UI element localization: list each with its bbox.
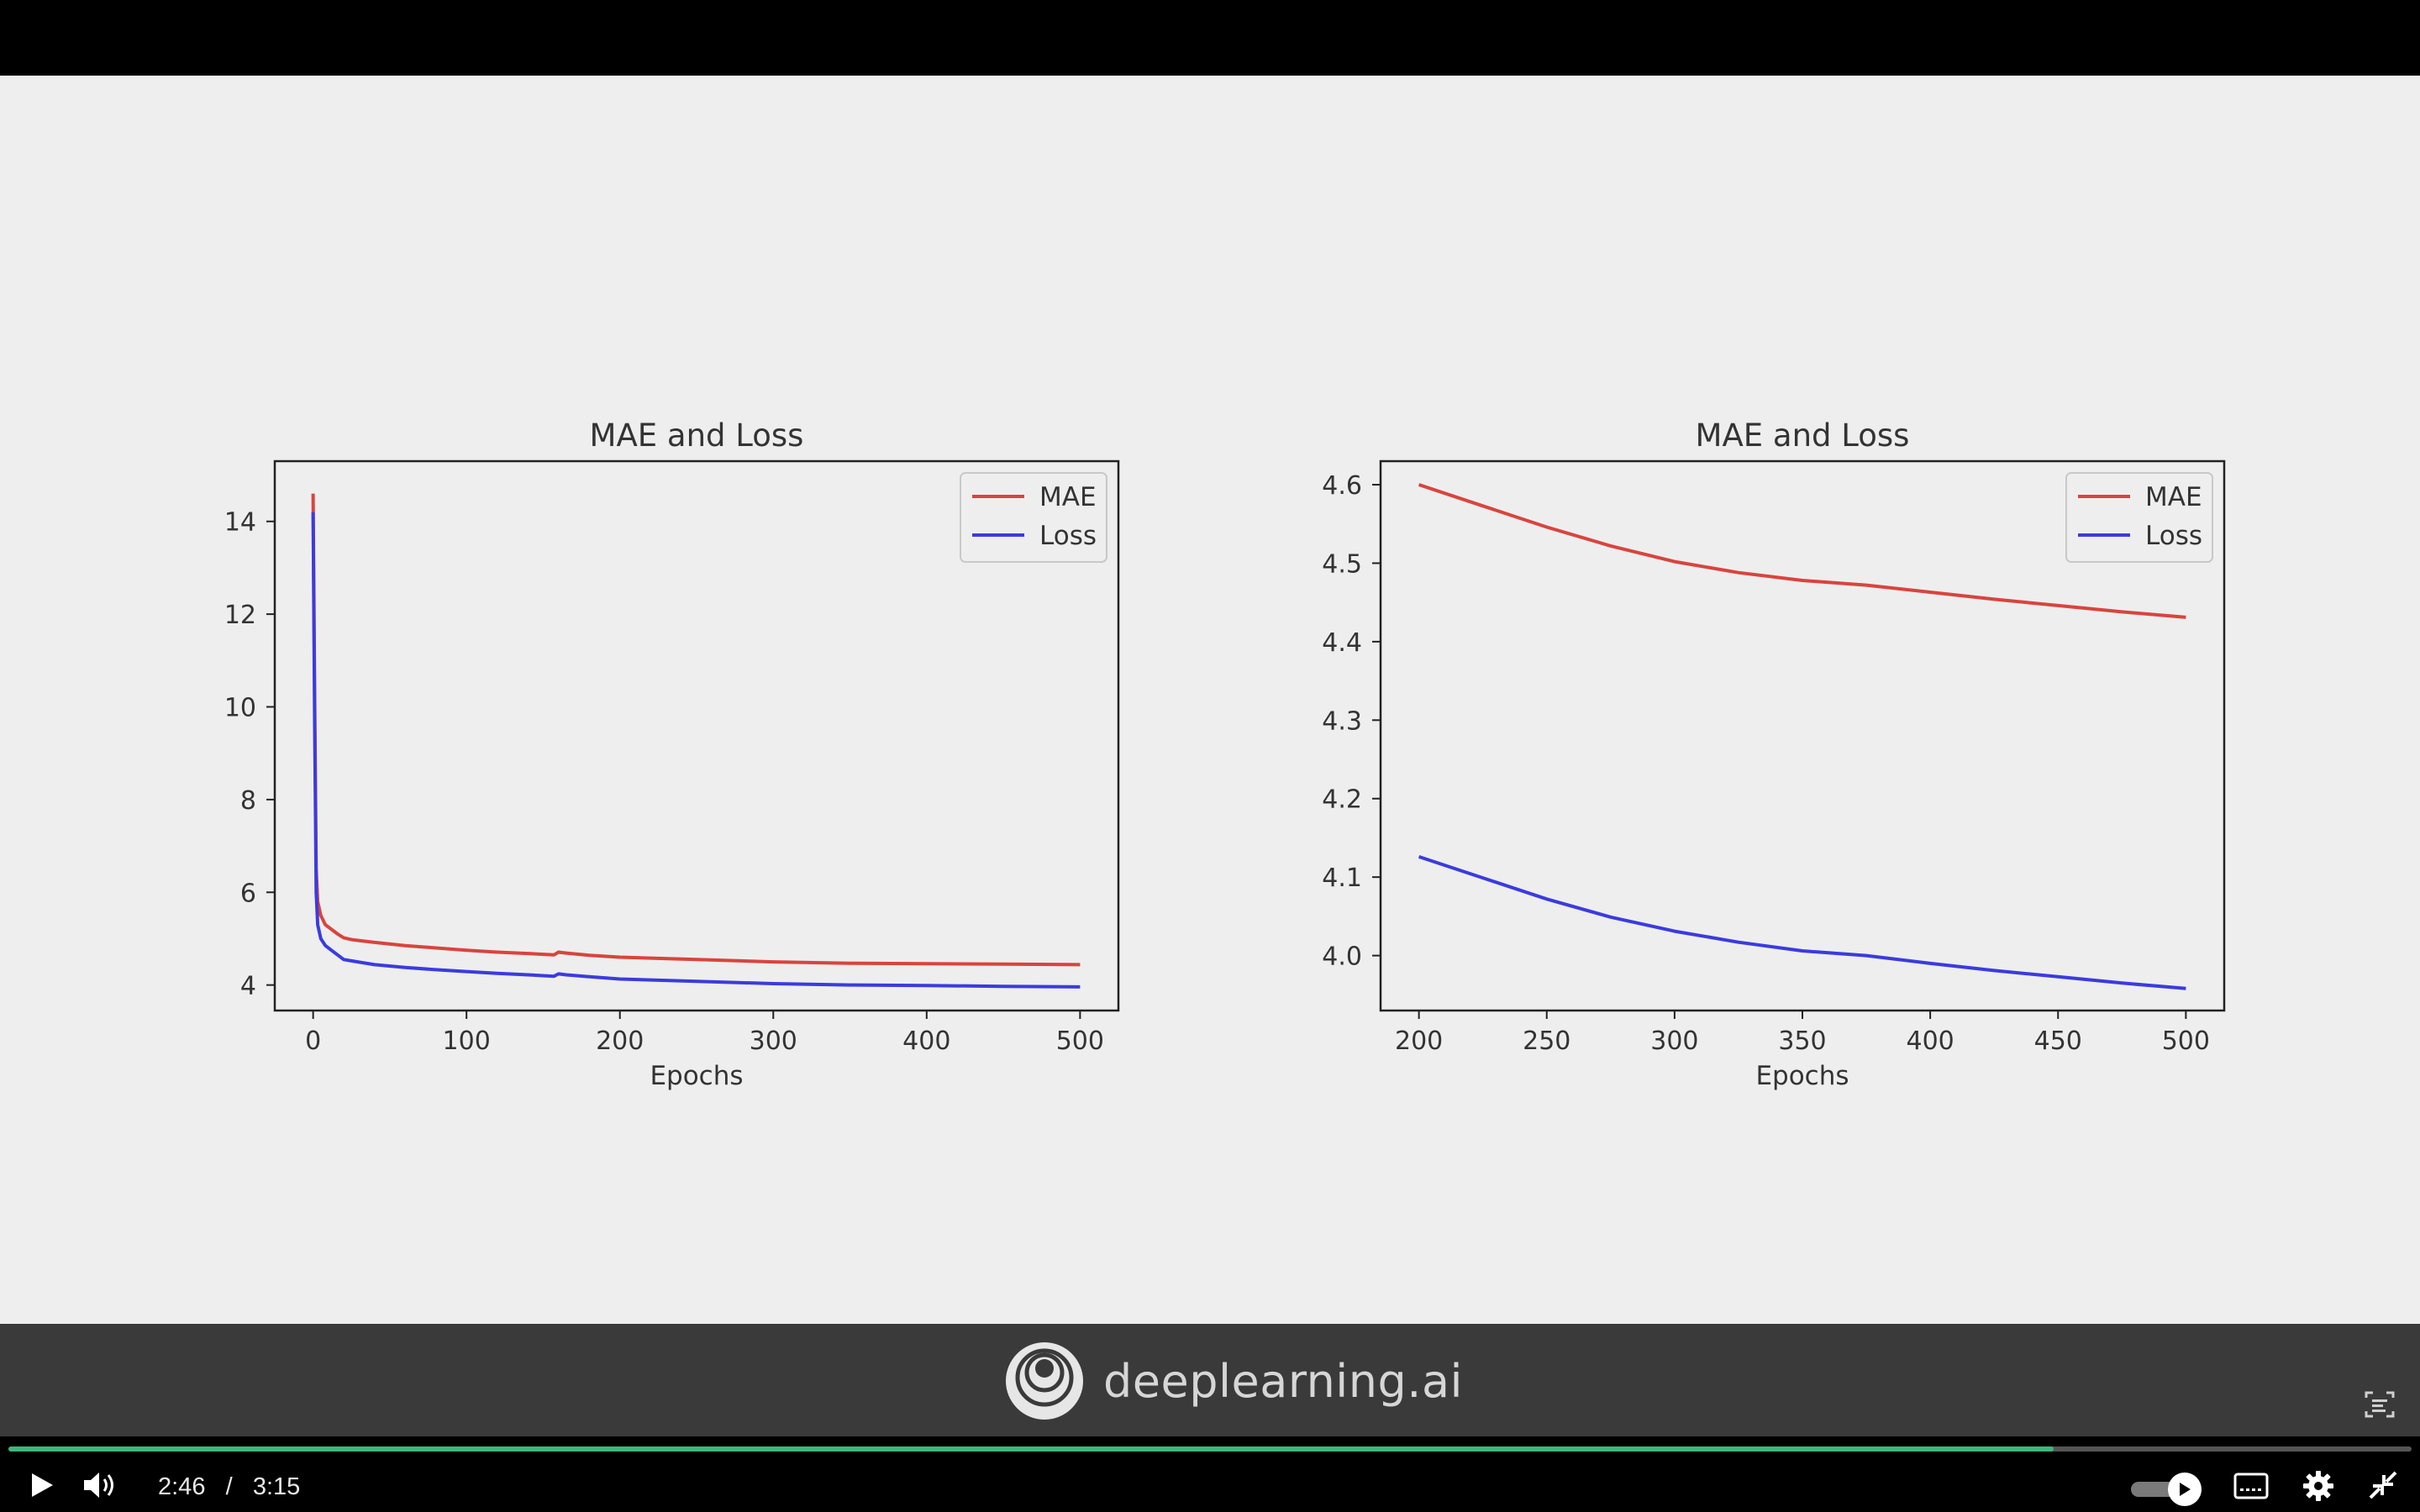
chart1-x-tick-label: 300 — [750, 1026, 797, 1056]
play-icon — [32, 1473, 53, 1497]
chart1-series-loss — [311, 512, 1081, 989]
volume-button[interactable] — [81, 1468, 119, 1502]
time-display: 2:46 / 3:15 — [158, 1473, 300, 1501]
chart1-legend-label-mae: MAE — [1039, 482, 1097, 512]
settings-button[interactable] — [2301, 1468, 2336, 1504]
chart2-x-axis-label: Epochs — [1755, 1061, 1849, 1091]
chart2-x-tick-label: 350 — [1778, 1026, 1826, 1056]
captions-icon — [2233, 1473, 2269, 1499]
progress-fill — [8, 1446, 2054, 1452]
play-button[interactable] — [25, 1468, 59, 1502]
chart1-series-mae — [311, 493, 1081, 967]
top-letterbox — [0, 0, 2420, 76]
brand: deeplearning.ai — [1004, 1341, 1463, 1421]
chart1-y-tick-label: 6 — [240, 879, 256, 908]
duration: 3:15 — [252, 1473, 301, 1500]
video-frame: MAE and Loss 0 100 200 300 400 500 4 6 8 10 12 14 Epo… — [0, 76, 2420, 1324]
player-controls: 2:46 / 3:15 — [0, 1436, 2420, 1512]
settings-gear-icon — [2303, 1471, 2333, 1501]
chart1-title: MAE and Loss — [590, 417, 804, 454]
time-separator: / — [225, 1473, 233, 1500]
chart2-x-tick-label: 300 — [1650, 1026, 1698, 1056]
autoplay-knob — [2168, 1473, 2202, 1506]
volume-icon — [84, 1473, 113, 1498]
captions-button[interactable] — [2232, 1470, 2270, 1502]
chart2-y-tick-label: 4.5 — [1322, 549, 1362, 579]
chart2-x-tick-label: 200 — [1395, 1026, 1443, 1056]
chart2-legend-label-loss: Loss — [2145, 521, 2202, 551]
chart2-x-tick-label: 450 — [2034, 1026, 2082, 1056]
exit-fullscreen-button[interactable] — [2366, 1468, 2400, 1502]
chart1-plot-frame — [273, 459, 1120, 1012]
transcript-icon[interactable] — [2363, 1388, 2396, 1421]
progress-bar[interactable] — [8, 1446, 2412, 1452]
chart1-y-tick-label: 10 — [224, 694, 256, 723]
chart1-x-axis-label: Epochs — [650, 1061, 743, 1091]
chart2-y-tick-label: 4.0 — [1322, 942, 1362, 972]
chart1-x-tick-label: 400 — [902, 1026, 950, 1056]
chart2-y-tick-label: 4.2 — [1322, 785, 1362, 815]
current-time: 2:46 — [158, 1473, 206, 1500]
chart2-y-tick-label: 4.1 — [1322, 864, 1362, 893]
chart1-x-tick-label: 0 — [305, 1026, 321, 1056]
autoplay-play-icon — [2180, 1483, 2191, 1496]
chart1-y-tick-label: 4 — [240, 972, 256, 1001]
brand-bar: deeplearning.ai — [0, 1324, 2420, 1436]
deeplearning-logo-icon — [1006, 1342, 1083, 1420]
brand-name: deeplearning.ai — [1103, 1354, 1464, 1408]
chart1-y-tick-label: 12 — [224, 601, 256, 630]
chart1-x-tick-label: 100 — [443, 1026, 491, 1056]
chart1-y-tick-label: 14 — [224, 508, 256, 538]
charts-canvas: MAE and Loss 0 100 200 300 400 500 4 6 8 10 12 14 Epo… — [224, 417, 2226, 1091]
chart1-y-tick-label: 8 — [240, 786, 256, 816]
chart2-legend-label-mae: MAE — [2145, 482, 2202, 512]
exit-fullscreen-icon — [2369, 1471, 2397, 1499]
chart2-series-loss — [1418, 855, 2186, 990]
autoplay-toggle[interactable] — [2126, 1473, 2207, 1506]
chart1-legend-label-loss: Loss — [1039, 521, 1097, 551]
chart2-series-mae — [1418, 483, 2186, 619]
chart2-y-tick-label: 4.6 — [1322, 471, 1362, 501]
chart2-y-tick-label: 4.4 — [1322, 628, 1362, 658]
chart2-x-tick-label: 500 — [2162, 1026, 2210, 1056]
chart2-x-tick-label: 400 — [1906, 1026, 1954, 1056]
chart1-x-tick-label: 500 — [1056, 1026, 1104, 1056]
chart1-x-tick-label: 200 — [596, 1026, 644, 1056]
chart2-x-tick-label: 250 — [1523, 1026, 1570, 1056]
chart2-y-tick-label: 4.3 — [1322, 706, 1362, 736]
chart2-title: MAE and Loss — [1696, 417, 1910, 454]
